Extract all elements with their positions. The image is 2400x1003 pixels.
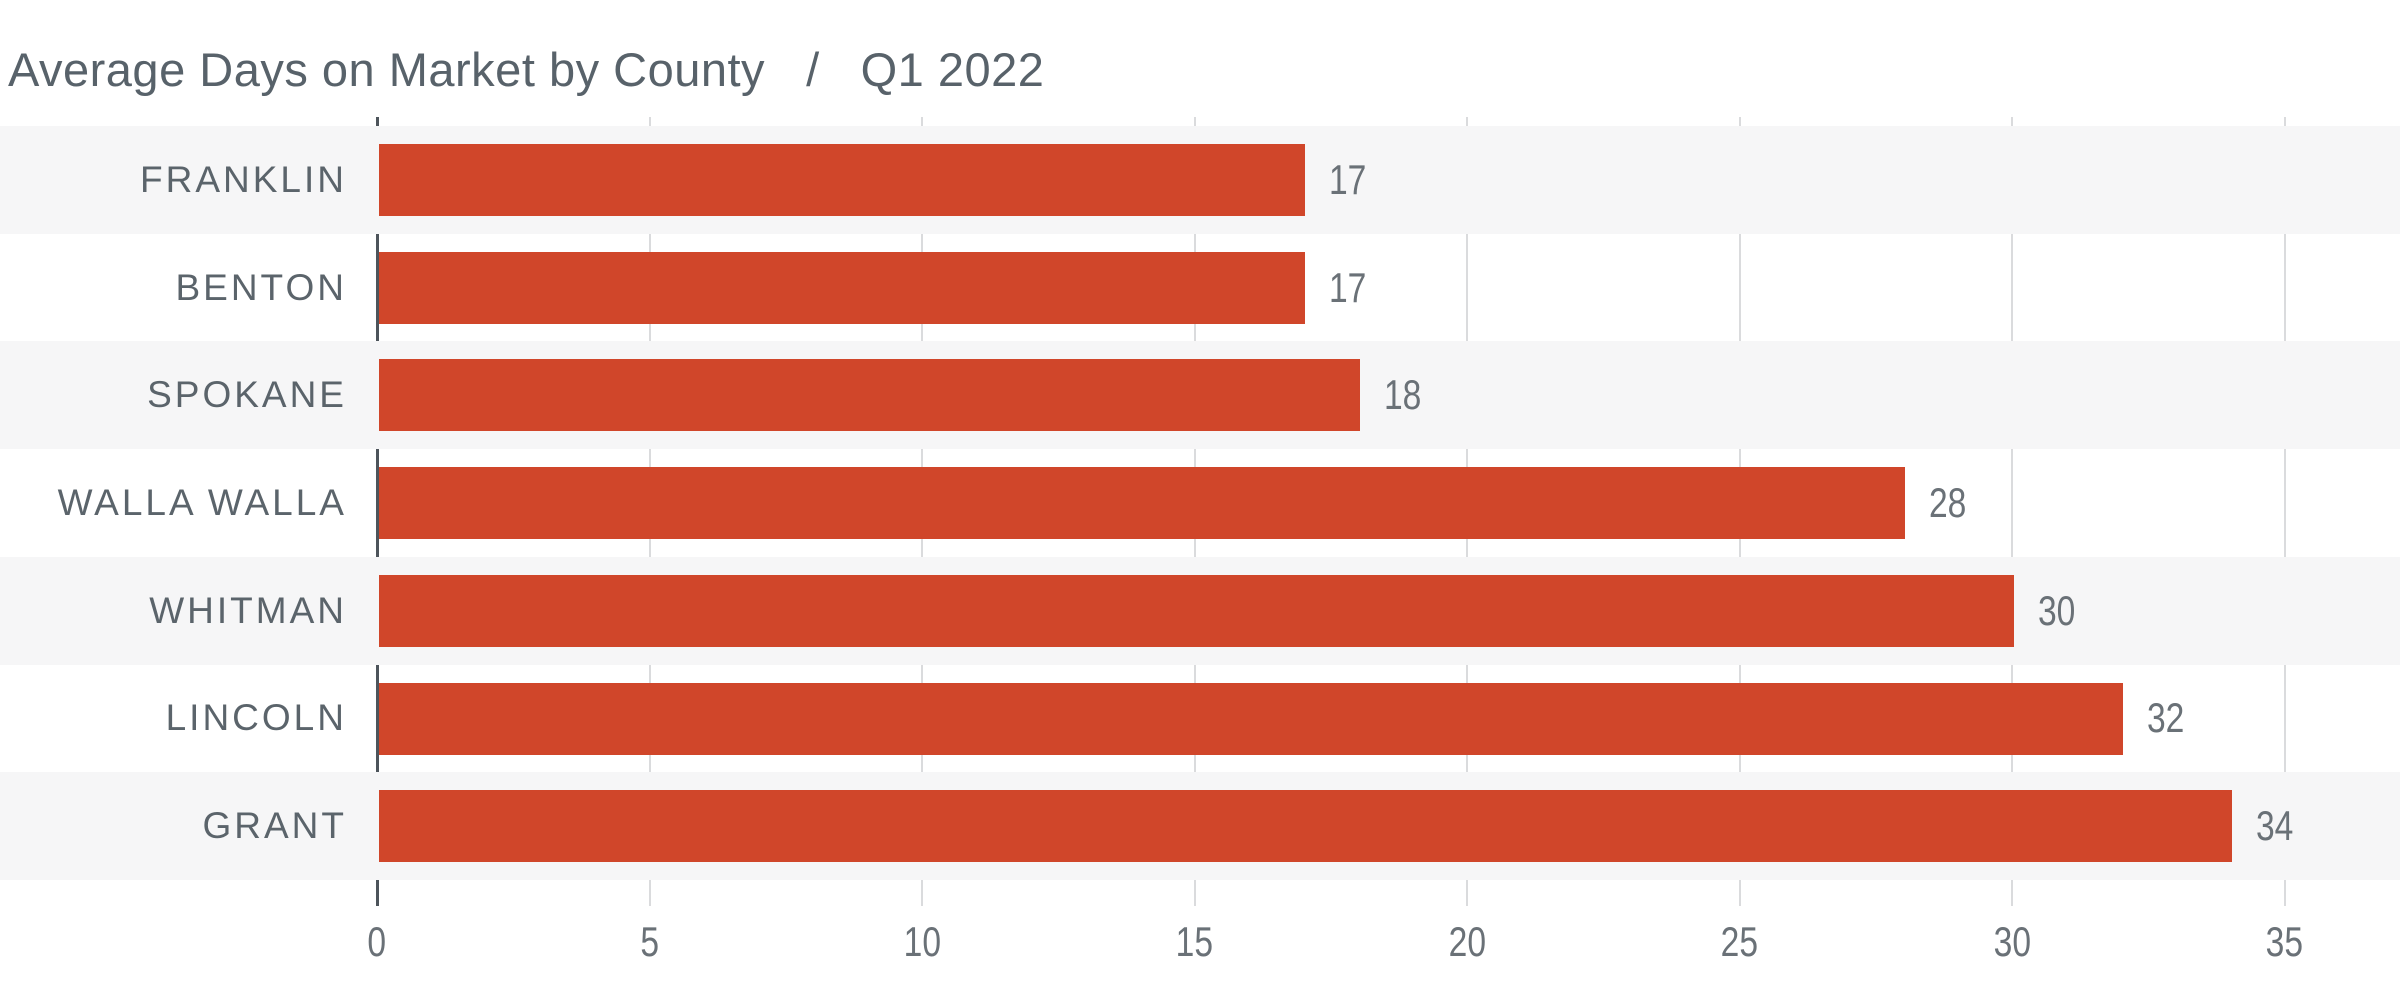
- x-tick-label-text: 35: [2265, 918, 2304, 965]
- chart-title: Average Days on Market by County / Q1 2022: [8, 44, 1044, 96]
- x-tick-label-text: 10: [903, 918, 941, 965]
- value-label-text: 28: [1928, 478, 1966, 526]
- x-tick-label-30: 30: [1932, 918, 2092, 966]
- gridline-x-35: [2283, 117, 2286, 906]
- category-label: LINCOLN: [165, 697, 347, 739]
- value-label-text: 30: [2037, 586, 2075, 634]
- chart-row-whitman: WHITMAN 30: [0, 556, 2400, 665]
- category-label: WALLA WALLA: [57, 481, 347, 523]
- category-label: FRANKLIN: [140, 158, 347, 200]
- x-tick-label-35: 35: [2205, 918, 2365, 966]
- bar: [378, 574, 2014, 647]
- bar: [378, 682, 2123, 755]
- value-label-text: 32: [2146, 694, 2184, 742]
- chart-rows: FRANKLIN 17 BENTON 17 SPOKANE 18 WALLA WALLA 28…: [0, 126, 2400, 880]
- value-label: 32: [2147, 665, 2194, 773]
- value-label-text: 17: [1329, 263, 1367, 311]
- category-label: SPOKANE: [147, 374, 347, 416]
- category-label: GRANT: [202, 805, 347, 847]
- chart-title-separator: /: [806, 43, 820, 97]
- bar: [378, 359, 1360, 432]
- x-tick-label-20: 20: [1387, 918, 1547, 966]
- chart-title-main: Average Days on Market by County: [8, 43, 766, 97]
- gridline-x-30: [2011, 117, 2013, 906]
- value-label: 18: [1384, 341, 1431, 449]
- value-label: 28: [1929, 449, 1976, 557]
- category-label: BENTON: [175, 266, 347, 308]
- bar: [378, 251, 1305, 324]
- x-tick-label-10: 10: [842, 918, 1002, 966]
- chart-row-walla-walla: WALLA WALLA 28: [0, 449, 2400, 557]
- x-tick-label-15: 15: [1115, 918, 1275, 966]
- x-tick-label-0: 0: [297, 918, 457, 966]
- value-label-text: 34: [2255, 802, 2293, 850]
- chart-row-grant: GRANT 34: [0, 772, 2400, 880]
- x-tick-label-text: 5: [640, 918, 659, 965]
- bar: [378, 144, 1305, 216]
- chart-row-lincoln: LINCOLN 32: [0, 665, 2400, 773]
- value-label-text: 17: [1329, 155, 1367, 203]
- x-tick-label-5: 5: [570, 918, 730, 966]
- x-tick-label-text: 20: [1448, 918, 1486, 965]
- chart-title-period: Q1 2022: [860, 43, 1045, 97]
- chart-row-franklin: FRANKLIN 17: [0, 126, 2400, 234]
- x-tick-label-text: 15: [1175, 918, 1214, 965]
- bar: [378, 790, 2232, 863]
- chart-row-benton: BENTON 17: [0, 234, 2400, 342]
- bar: [378, 467, 1905, 540]
- value-label: 17: [1329, 126, 1376, 234]
- x-tick-label-25: 25: [1660, 918, 1820, 966]
- value-label: 34: [2256, 772, 2303, 880]
- x-tick-label-text: 30: [1993, 918, 2031, 965]
- category-label: WHITMAN: [149, 589, 347, 631]
- y-axis-line: [375, 117, 379, 906]
- chart-row-spokane: SPOKANE 18: [0, 341, 2400, 450]
- x-tick-label-text: 0: [367, 918, 387, 965]
- value-label: 17: [1329, 234, 1376, 342]
- value-label-text: 18: [1383, 371, 1421, 419]
- value-label: 30: [2038, 557, 2085, 665]
- x-tick-label-text: 25: [1720, 918, 1759, 965]
